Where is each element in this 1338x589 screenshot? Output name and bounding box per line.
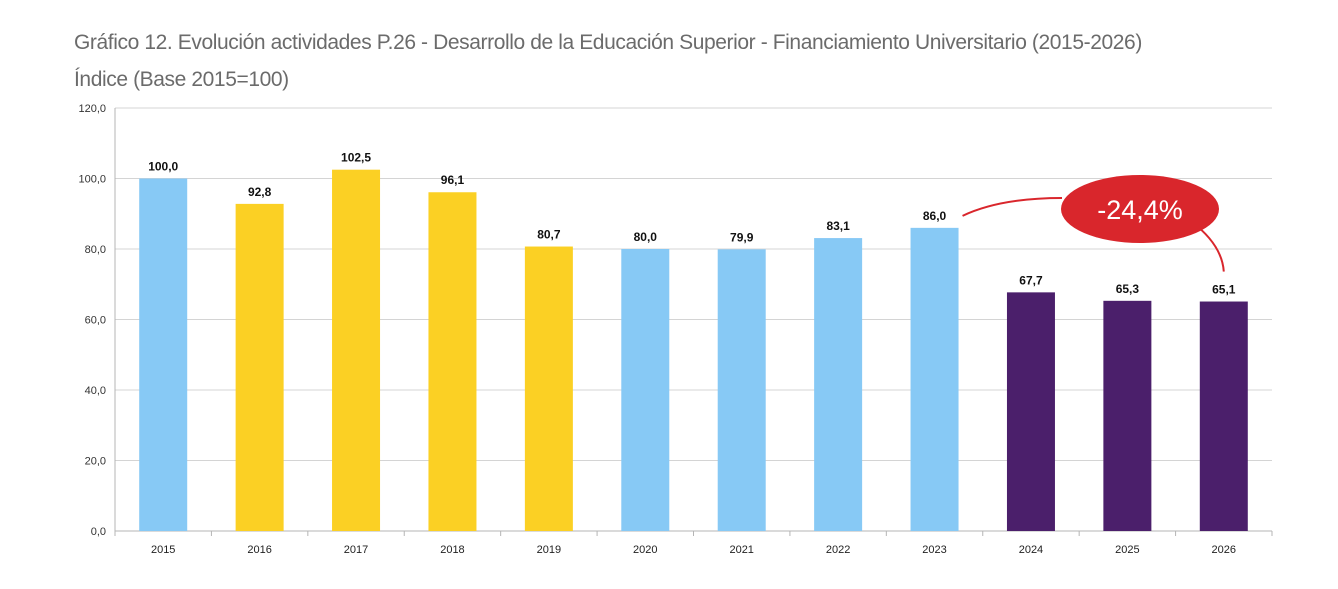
data-label-2022: 83,1 <box>826 219 850 233</box>
y-tick-label: 0,0 <box>91 526 106 538</box>
bar-2025 <box>1103 300 1152 531</box>
data-label-2025: 65,3 <box>1116 282 1140 296</box>
data-label-2016: 92,8 <box>248 185 272 199</box>
x-tick-label-2026: 2026 <box>1212 544 1236 556</box>
chart-title: Gráfico 12. Evolución actividades P.26 -… <box>74 31 1142 54</box>
x-tick-label-2023: 2023 <box>922 544 946 556</box>
annotation-bubble <box>1061 175 1219 243</box>
y-tick-label: 100,0 <box>78 174 106 186</box>
annotation-text: -24,4% <box>1097 195 1183 225</box>
x-tick-label-2022: 2022 <box>826 544 850 556</box>
x-tick-label-2019: 2019 <box>537 544 561 556</box>
data-label-2019: 80,7 <box>537 228 561 242</box>
annotation-connector-left <box>962 197 1063 217</box>
data-label-2021: 79,9 <box>730 230 754 244</box>
x-tick-label-2021: 2021 <box>729 544 753 556</box>
bar-2019 <box>524 246 573 531</box>
bar-2024 <box>1006 292 1055 531</box>
y-tick-label: 20,0 <box>85 456 106 468</box>
data-label-2015: 100,0 <box>148 160 178 174</box>
bar-2022 <box>814 238 863 531</box>
y-tick-label: 120,0 <box>78 103 106 115</box>
x-tick-label-2024: 2024 <box>1019 544 1043 556</box>
data-label-2024: 67,7 <box>1019 273 1043 287</box>
data-label-2018: 96,1 <box>441 173 465 187</box>
x-tick-label-2020: 2020 <box>633 544 657 556</box>
data-label-2020: 80,0 <box>634 230 658 244</box>
data-label-2026: 65,1 <box>1212 283 1236 297</box>
y-tick-label: 40,0 <box>85 385 106 397</box>
bar-2017 <box>332 169 381 531</box>
y-tick-label: 80,0 <box>85 244 106 256</box>
x-tick-label-2017: 2017 <box>344 544 368 556</box>
bar-2026 <box>1199 301 1248 531</box>
x-tick-label-2016: 2016 <box>247 544 271 556</box>
x-tick-label-2025: 2025 <box>1115 544 1139 556</box>
x-tick-label-2015: 2015 <box>151 544 175 556</box>
data-label-2023: 86,0 <box>923 209 947 223</box>
bar-2021 <box>717 249 766 532</box>
bar-2023 <box>910 227 959 531</box>
chart-subtitle: Índice (Base 2015=100) <box>74 68 289 91</box>
x-tick-label-2018: 2018 <box>440 544 464 556</box>
y-tick-label: 60,0 <box>85 315 106 327</box>
data-label-2017: 102,5 <box>341 151 371 165</box>
bar-2020 <box>621 249 670 531</box>
bar-2018 <box>428 192 477 531</box>
bar-2015 <box>139 178 188 531</box>
bar-2016 <box>235 203 284 531</box>
